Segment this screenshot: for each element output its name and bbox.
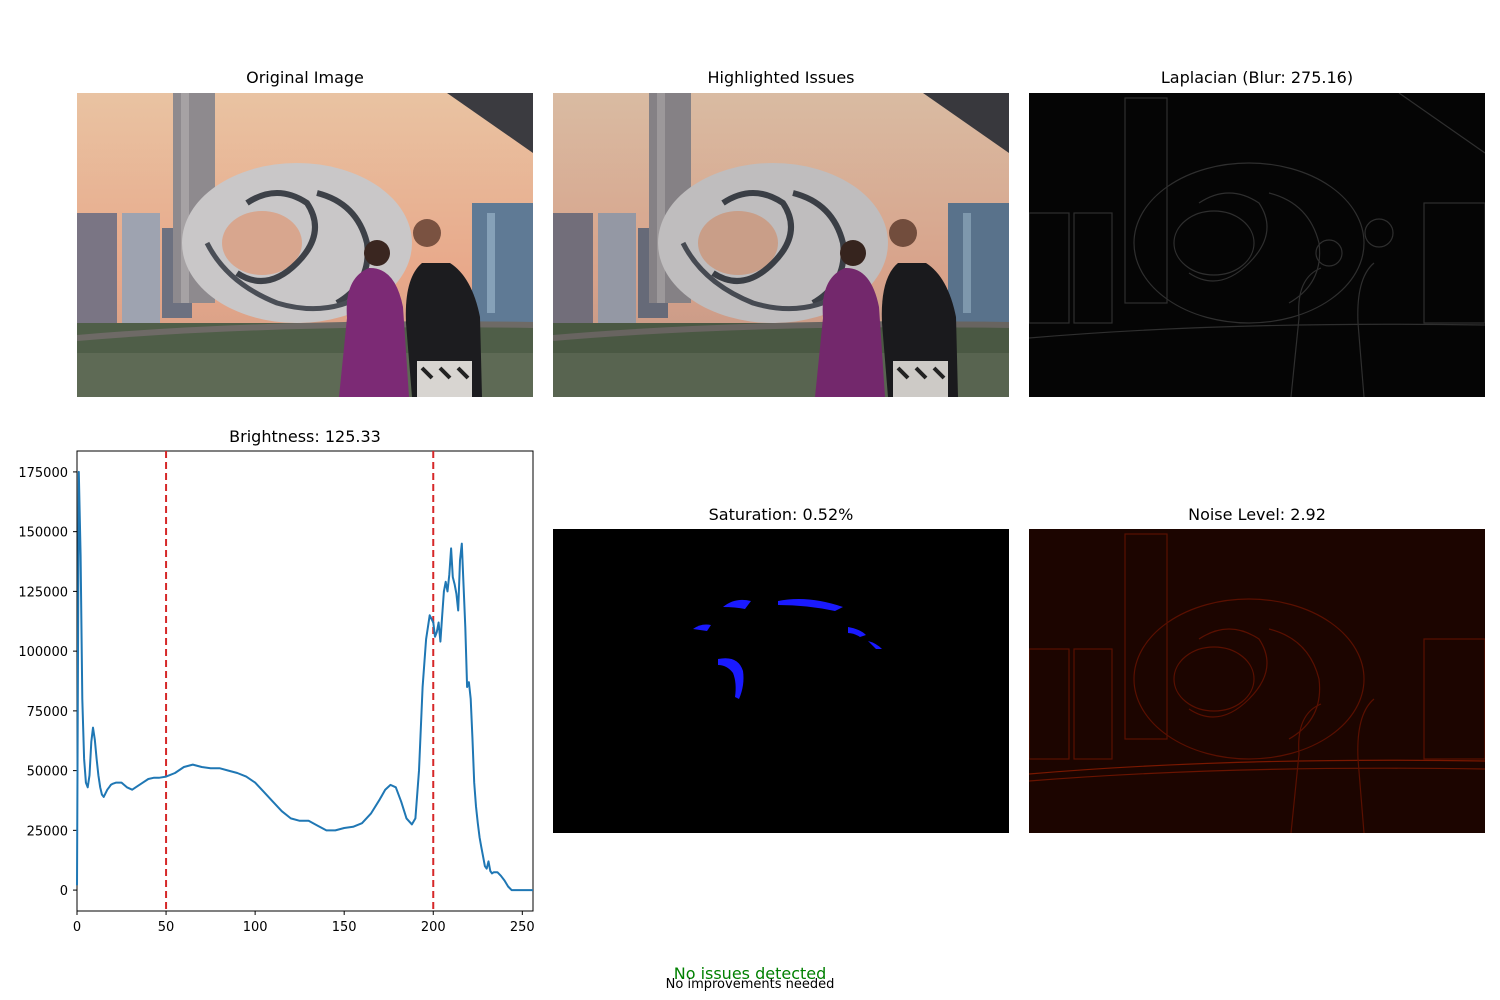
noise-map-graphic (1029, 529, 1485, 833)
x-tick-label: 50 (158, 920, 175, 935)
x-tick-label: 100 (243, 920, 268, 935)
saturation-image (553, 529, 1009, 833)
saturation-mask-graphic (553, 529, 1009, 833)
y-tick-label: 25000 (27, 824, 68, 839)
y-tick-label: 175000 (18, 466, 68, 481)
chart-title: Brightness: 125.33 (229, 427, 381, 446)
x-tick-label: 150 (332, 920, 357, 935)
laplacian-image (1029, 93, 1485, 397)
x-tick-label: 200 (421, 920, 446, 935)
saturation-title: Saturation: 0.52% (708, 505, 854, 524)
y-tick-label: 150000 (18, 526, 68, 541)
x-tick-label: 250 (510, 920, 535, 935)
y-tick-label: 100000 (18, 645, 68, 660)
original-photo-graphic (77, 93, 533, 397)
highlighted-issues-title: Highlighted Issues (707, 68, 855, 87)
status-headline: No issues detected (673, 964, 827, 983)
x-tick-label: 0 (73, 920, 81, 935)
y-tick-label: 0 (60, 884, 68, 899)
original-image-title: Original Image (246, 68, 364, 87)
laplacian-title: Laplacian (Blur: 275.16) (1160, 68, 1354, 87)
highlighted-photo-graphic (553, 93, 1009, 397)
status-subline: No improvements needed (665, 977, 835, 992)
original-image (77, 93, 533, 397)
laplacian-edge-graphic (1029, 93, 1485, 397)
y-tick-label: 75000 (27, 705, 68, 720)
brightness-series-line (76, 470, 533, 892)
plot-frame (76, 450, 534, 912)
y-tick-label: 50000 (27, 765, 68, 780)
y-tick-label: 125000 (18, 585, 68, 600)
highlighted-issues-image (553, 93, 1009, 397)
noise-level-title: Noise Level: 2.92 (1188, 505, 1326, 524)
noise-level-image (1029, 529, 1485, 833)
